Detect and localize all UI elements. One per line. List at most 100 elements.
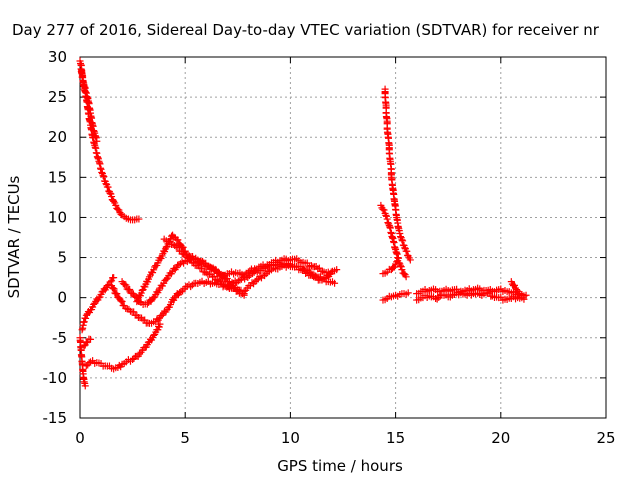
data-point — [162, 243, 170, 251]
data-point — [397, 262, 405, 270]
data-point — [242, 273, 250, 281]
y-tick-label: -15 — [43, 409, 68, 427]
data-point — [399, 237, 407, 245]
data-point — [315, 264, 323, 272]
x-tick-label: 5 — [180, 429, 190, 447]
data-point — [118, 298, 126, 306]
data-point — [104, 183, 112, 191]
data-point — [126, 285, 134, 293]
data-point — [249, 270, 257, 278]
data-point — [82, 339, 90, 347]
data-point — [85, 359, 93, 367]
data-point — [394, 257, 402, 265]
data-point — [110, 285, 118, 293]
data-point — [212, 266, 220, 274]
data-point — [402, 273, 410, 281]
data-point — [141, 316, 149, 324]
data-point — [398, 236, 406, 244]
x-tick-label: 0 — [75, 429, 85, 447]
data-point — [204, 262, 212, 270]
data-point — [130, 308, 138, 316]
data-point — [98, 168, 106, 176]
data-point — [485, 289, 493, 297]
data-point — [99, 172, 107, 180]
data-point — [385, 220, 393, 228]
data-point — [313, 273, 321, 281]
data-point — [133, 298, 141, 306]
data-point — [158, 311, 166, 319]
data-point — [307, 262, 315, 270]
data-point — [108, 284, 116, 292]
data-point — [200, 259, 208, 267]
data-point — [100, 173, 108, 181]
data-point — [110, 197, 118, 205]
data-point — [380, 206, 388, 214]
x-axis-label: GPS time / hours — [277, 457, 403, 475]
data-point — [318, 267, 326, 275]
data-point — [166, 237, 174, 245]
data-point — [331, 279, 339, 287]
data-point — [175, 261, 183, 269]
data-point — [240, 287, 248, 295]
plot-area — [79, 56, 607, 419]
y-tick-label: 10 — [48, 208, 67, 226]
data-point — [187, 283, 195, 291]
data-point — [106, 278, 114, 286]
data-point — [117, 297, 125, 305]
y-tick-label: 20 — [48, 128, 67, 146]
data-point — [382, 211, 390, 219]
data-point — [174, 243, 182, 251]
y-tick-label: 25 — [48, 88, 67, 106]
data-point — [333, 266, 341, 274]
y-tick-label: 30 — [48, 48, 67, 66]
data-points — [76, 57, 530, 390]
y-axis-label: SDTVAR / TECUs — [5, 175, 23, 298]
data-point — [108, 193, 116, 201]
data-point — [231, 284, 239, 292]
data-point — [81, 382, 89, 390]
data-point — [113, 290, 121, 298]
data-point — [202, 269, 210, 277]
data-point — [174, 236, 182, 244]
data-point — [198, 264, 206, 272]
data-point — [522, 291, 530, 299]
data-point — [256, 273, 264, 281]
data-point — [183, 254, 191, 262]
data-point — [97, 165, 105, 173]
data-point — [215, 277, 223, 285]
data-point — [110, 274, 118, 282]
x-tick-label: 10 — [281, 429, 300, 447]
data-point — [122, 281, 130, 289]
data-point — [210, 272, 218, 280]
axis-ticks: 0 5 10 15 20 25 -15 -10 -5 0 5 10 15 20 25 30 — [43, 48, 616, 447]
x-tick-label: 20 — [491, 429, 510, 447]
chart-title: Day 277 of 2016, Sidereal Day-to-day VTE… — [12, 21, 600, 39]
data-point — [391, 263, 399, 271]
data-point — [327, 268, 335, 276]
data-point — [253, 276, 261, 284]
y-tick-label: -5 — [52, 329, 67, 347]
data-point — [93, 137, 101, 145]
data-point — [87, 335, 95, 343]
data-point — [297, 266, 305, 274]
data-point — [156, 320, 164, 328]
data-point — [109, 284, 117, 292]
data-point — [404, 289, 412, 297]
data-point — [513, 286, 521, 294]
data-point — [162, 275, 170, 283]
data-point — [80, 318, 88, 326]
x-tick-label: 15 — [386, 429, 405, 447]
data-point — [248, 279, 256, 287]
data-point — [383, 215, 391, 223]
data-point — [403, 247, 411, 255]
data-point — [396, 229, 404, 237]
data-point — [393, 258, 401, 266]
y-tick-label: 0 — [57, 289, 67, 307]
data-point — [234, 277, 242, 285]
y-tick-label: -10 — [43, 369, 68, 387]
data-point — [112, 201, 120, 209]
data-point — [406, 256, 414, 264]
data-point — [135, 215, 143, 223]
data-point — [398, 266, 406, 274]
